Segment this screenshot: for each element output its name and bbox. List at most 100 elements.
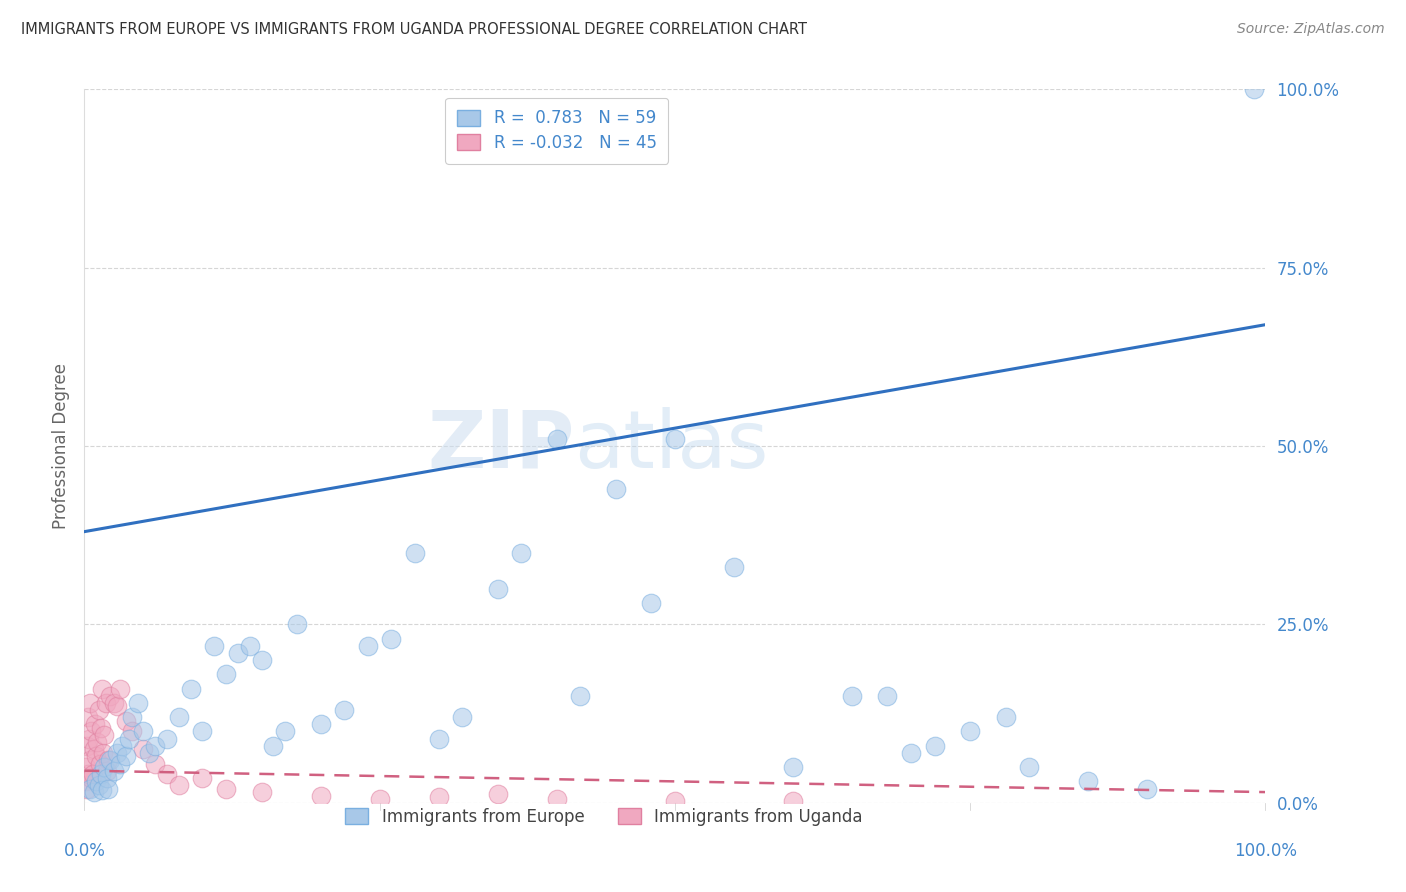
Point [274,724,297,739]
Point [84,774,107,789]
Point [83,742,105,756]
Point [1136,781,1159,796]
Point [782,760,804,774]
Text: atlas: atlas [575,407,769,485]
Point [80,771,103,785]
Point [167,778,190,792]
Y-axis label: Professional Degree: Professional Degree [52,363,70,529]
Point [167,710,190,724]
Point [90,767,112,781]
Point [132,742,155,756]
Point [91,783,114,797]
Point [782,794,804,808]
Point [924,739,946,753]
Point [91,746,114,760]
Point [546,432,568,446]
Point [309,717,332,731]
Point [357,639,380,653]
Point [127,696,149,710]
Point [841,689,863,703]
Point [97,753,120,767]
Point [143,756,166,771]
Point [202,639,225,653]
Point [427,731,450,746]
Point [103,696,125,710]
Point [486,582,509,596]
Point [546,792,568,806]
Point [107,699,129,714]
Point [107,746,129,760]
Point [79,781,101,796]
Point [77,767,100,781]
Point [664,432,686,446]
Point [900,746,922,760]
Point [262,739,284,753]
Point [605,482,627,496]
Point [226,646,249,660]
Point [239,639,262,653]
Point [108,681,131,696]
Point [86,735,108,749]
Point [83,785,105,799]
Text: 100.0%: 100.0% [1234,842,1296,860]
Point [486,787,509,801]
Point [132,724,155,739]
Point [1243,82,1265,96]
Point [191,724,214,739]
Point [250,653,273,667]
Point [994,710,1017,724]
Point [82,767,104,781]
Point [114,749,136,764]
Point [285,617,308,632]
Point [103,764,125,778]
Point [93,728,115,742]
Point [111,739,134,753]
Legend: Immigrants from Europe, Immigrants from Uganda: Immigrants from Europe, Immigrants from … [333,796,875,838]
Point [89,756,111,771]
Point [451,710,474,724]
Point [77,710,100,724]
Point [97,781,120,796]
Point [380,632,402,646]
Point [76,781,98,796]
Point [91,681,114,696]
Point [191,771,214,785]
Text: Source: ZipAtlas.com: Source: ZipAtlas.com [1237,22,1385,37]
Point [333,703,356,717]
Point [121,710,143,724]
Point [79,696,101,710]
Point [640,596,662,610]
Point [118,731,141,746]
Point [368,792,391,806]
Point [84,717,107,731]
Point [96,771,118,785]
Point [138,746,160,760]
Point [121,724,143,739]
Point [80,724,103,739]
Point [427,790,450,805]
Point [215,781,238,796]
Point [1077,774,1099,789]
Point [77,731,100,746]
Point [876,689,898,703]
Point [215,667,238,681]
Point [404,546,426,560]
Point [93,760,115,774]
Point [98,689,121,703]
Point [143,739,166,753]
Point [76,739,98,753]
Point [156,731,179,746]
Point [96,764,118,778]
Point [75,774,97,789]
Point [114,714,136,728]
Point [90,721,112,735]
Point [156,767,179,781]
Point [569,689,592,703]
Point [87,778,110,792]
Text: 0.0%: 0.0% [63,842,105,860]
Point [84,749,107,764]
Point [79,753,101,767]
Point [510,546,533,560]
Text: ZIP: ZIP [427,407,575,485]
Point [959,724,981,739]
